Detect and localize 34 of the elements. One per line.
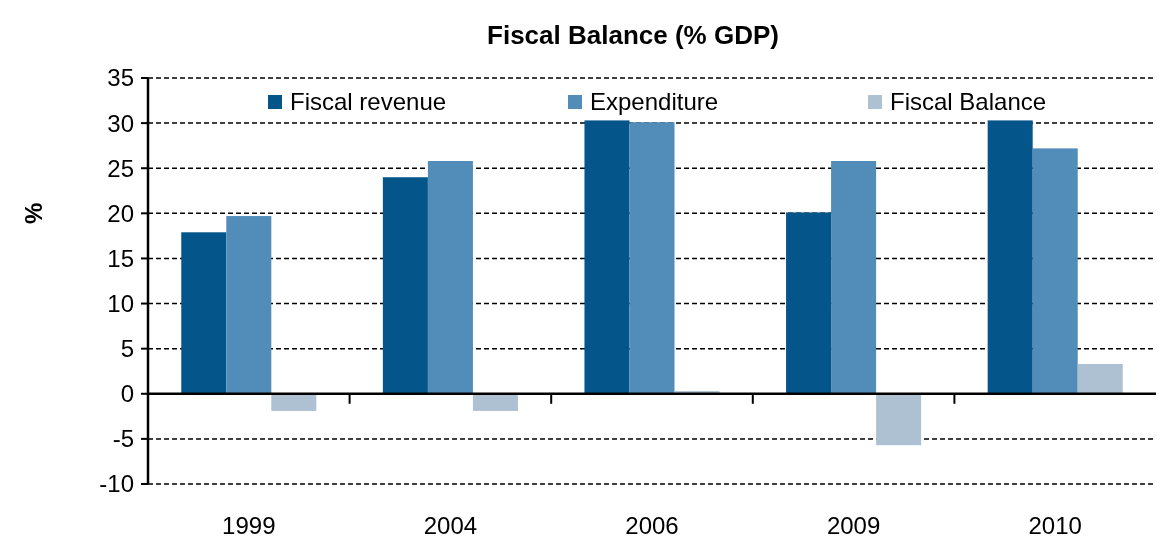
y-tick-label: 30 <box>107 109 134 137</box>
y-tick-label: 20 <box>107 199 134 227</box>
bar <box>786 212 832 394</box>
y-tick-label: 15 <box>107 244 134 272</box>
bar <box>876 393 922 446</box>
legend-label: Fiscal Balance <box>890 88 1047 116</box>
x-tick-label: 2010 <box>1028 512 1082 539</box>
bar <box>226 216 272 394</box>
bar <box>629 122 675 394</box>
bar <box>181 232 227 394</box>
y-tick-label: 5 <box>120 335 134 363</box>
bar <box>987 120 1033 394</box>
y-tick-label: -5 <box>112 425 134 453</box>
legend-label: Fiscal revenue <box>290 88 447 116</box>
y-tick-label: -10 <box>99 470 134 498</box>
y-tick-label: 10 <box>107 289 134 317</box>
chart-title: Fiscal Balance (% GDP) <box>487 20 779 50</box>
x-tick-label: 2009 <box>826 512 881 539</box>
bar <box>1077 364 1123 394</box>
bar <box>382 177 428 394</box>
legend-label: Expenditure <box>590 88 719 116</box>
y-tick-label: 0 <box>120 380 134 408</box>
bar <box>271 393 317 411</box>
y-axis-title: % <box>20 202 47 225</box>
y-tick-label: 25 <box>107 154 134 182</box>
x-tick-label: 1999 <box>222 512 276 539</box>
bar <box>427 161 473 394</box>
bar <box>584 120 630 394</box>
bar <box>472 393 518 411</box>
x-tick-label: 2004 <box>423 512 478 539</box>
bar <box>1032 148 1078 394</box>
y-tick-label: 35 <box>107 64 134 92</box>
x-tick-label: 2006 <box>625 512 679 539</box>
bar <box>831 161 877 394</box>
